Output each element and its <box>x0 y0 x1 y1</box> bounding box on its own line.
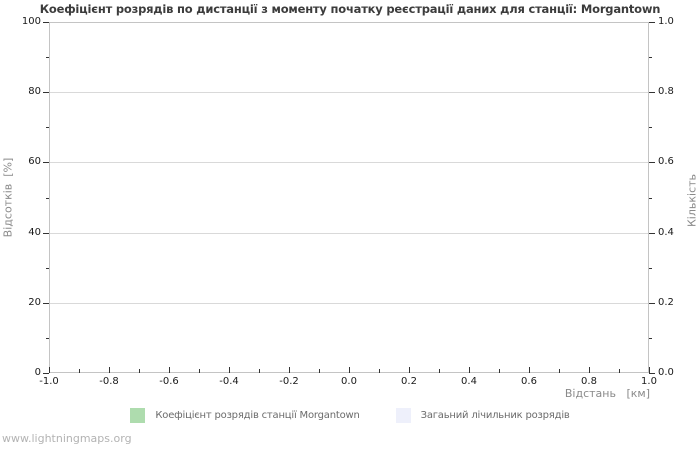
y-axis-tick <box>43 22 49 23</box>
y2-axis-tick <box>649 22 655 23</box>
chart-legend: Коефіцієнт розрядів станції Morgantown З… <box>0 408 700 423</box>
gridline <box>50 232 648 234</box>
x-axis-minor-tick <box>619 369 620 373</box>
x-axis-tick <box>109 367 110 373</box>
y-axis-minor-tick <box>46 337 49 339</box>
x-axis-minor-tick <box>499 369 500 373</box>
y-axis-tick-label: 60 <box>28 156 41 168</box>
y2-axis-minor-tick <box>649 57 652 59</box>
y2-axis-tick-label: 0.0 <box>658 367 674 378</box>
x-axis-tick-label: -1.0 <box>39 376 59 387</box>
y-axis-tick <box>43 92 49 94</box>
legend-label: Загаьний лічильник розрядів <box>420 410 570 421</box>
gridline <box>50 162 648 164</box>
y2-axis-tick-label: 0.8 <box>658 86 674 98</box>
x-axis-tick <box>469 367 470 373</box>
x-axis-tick <box>649 367 650 373</box>
x-axis-label: Відстань [км] <box>564 387 650 400</box>
x-axis-minor-tick <box>439 369 440 373</box>
y-axis-tick-label: 0 <box>34 367 41 378</box>
x-axis-minor-tick <box>559 369 560 373</box>
x-axis-tick-label: -0.2 <box>279 376 299 387</box>
y-axis-minor-tick <box>46 197 49 199</box>
gridline <box>50 92 648 94</box>
legend-item-station-ratio: Коефіцієнт розрядів станції Morgantown <box>130 408 360 423</box>
x-axis-tick <box>169 367 170 373</box>
y-axis-tick-label: 40 <box>28 226 41 238</box>
x-axis-tick-label: 1.0 <box>641 376 657 387</box>
legend-swatch-lavender <box>395 408 411 423</box>
x-axis-tick <box>349 367 350 373</box>
x-axis-tick <box>529 367 530 373</box>
x-axis-minor-tick <box>319 369 320 373</box>
y-axis-minor-tick <box>46 267 49 269</box>
y-axis-tick <box>43 302 49 304</box>
x-axis-minor-tick <box>139 369 140 373</box>
x-axis-tick <box>49 367 50 373</box>
x-axis-minor-tick <box>259 369 260 373</box>
watermark-url: www.lightningmaps.org <box>2 432 132 445</box>
y2-axis-minor-tick <box>649 197 652 199</box>
x-axis-minor-tick <box>79 369 80 373</box>
x-axis-minor-tick <box>379 369 380 373</box>
x-axis-tick <box>229 367 230 373</box>
y2-axis-tick <box>649 162 655 164</box>
y2-axis-minor-tick <box>649 127 652 129</box>
x-axis-tick-label: -0.6 <box>159 376 179 387</box>
y-axis-tick-label: 80 <box>28 86 41 98</box>
x-axis-tick-label: -0.8 <box>99 376 119 387</box>
x-axis-tick-label: 0.8 <box>581 376 597 387</box>
y-axis-tick <box>43 232 49 234</box>
y-axis-minor-tick <box>46 57 49 59</box>
y2-axis-tick-label: 0.2 <box>658 296 674 308</box>
y2-axis-tick-label: 1.0 <box>658 16 674 27</box>
y2-axis-tick-label: 0.6 <box>658 156 674 168</box>
y-axis-minor-tick <box>46 127 49 129</box>
x-axis-tick-label: 0.6 <box>521 376 537 387</box>
y2-axis-minor-tick <box>649 267 652 269</box>
x-axis-tick-label: -0.4 <box>219 376 239 387</box>
legend-swatch-green <box>130 408 146 423</box>
y-axis-tick <box>43 373 49 374</box>
plot-area <box>49 22 649 373</box>
x-axis-minor-tick <box>199 369 200 373</box>
y2-axis-tick-label: 0.4 <box>658 226 674 238</box>
x-axis-tick <box>289 367 290 373</box>
gridline <box>50 302 648 304</box>
y2-axis-tick <box>649 373 655 374</box>
x-axis-tick <box>589 367 590 373</box>
y2-axis-tick <box>649 92 655 94</box>
y-axis-tick-label: 100 <box>21 16 41 27</box>
legend-label: Коефіцієнт розрядів станції Morgantown <box>155 410 360 421</box>
chart-title: Коефіцієнт розрядів по дистанції з момен… <box>39 2 661 16</box>
legend-item-total-counter: Загаьний лічильник розрядів <box>395 408 570 423</box>
x-axis-tick-label: 0.0 <box>341 376 357 387</box>
x-axis-tick <box>409 367 410 373</box>
y2-axis-minor-tick <box>649 337 652 339</box>
y-axis-tick <box>43 162 49 164</box>
y-axis-tick-label: 20 <box>28 296 41 308</box>
x-axis-tick-label: 0.2 <box>401 376 417 387</box>
y2-axis-tick <box>649 232 655 234</box>
y2-axis-tick <box>649 302 655 304</box>
x-axis-tick-label: 0.4 <box>461 376 477 387</box>
